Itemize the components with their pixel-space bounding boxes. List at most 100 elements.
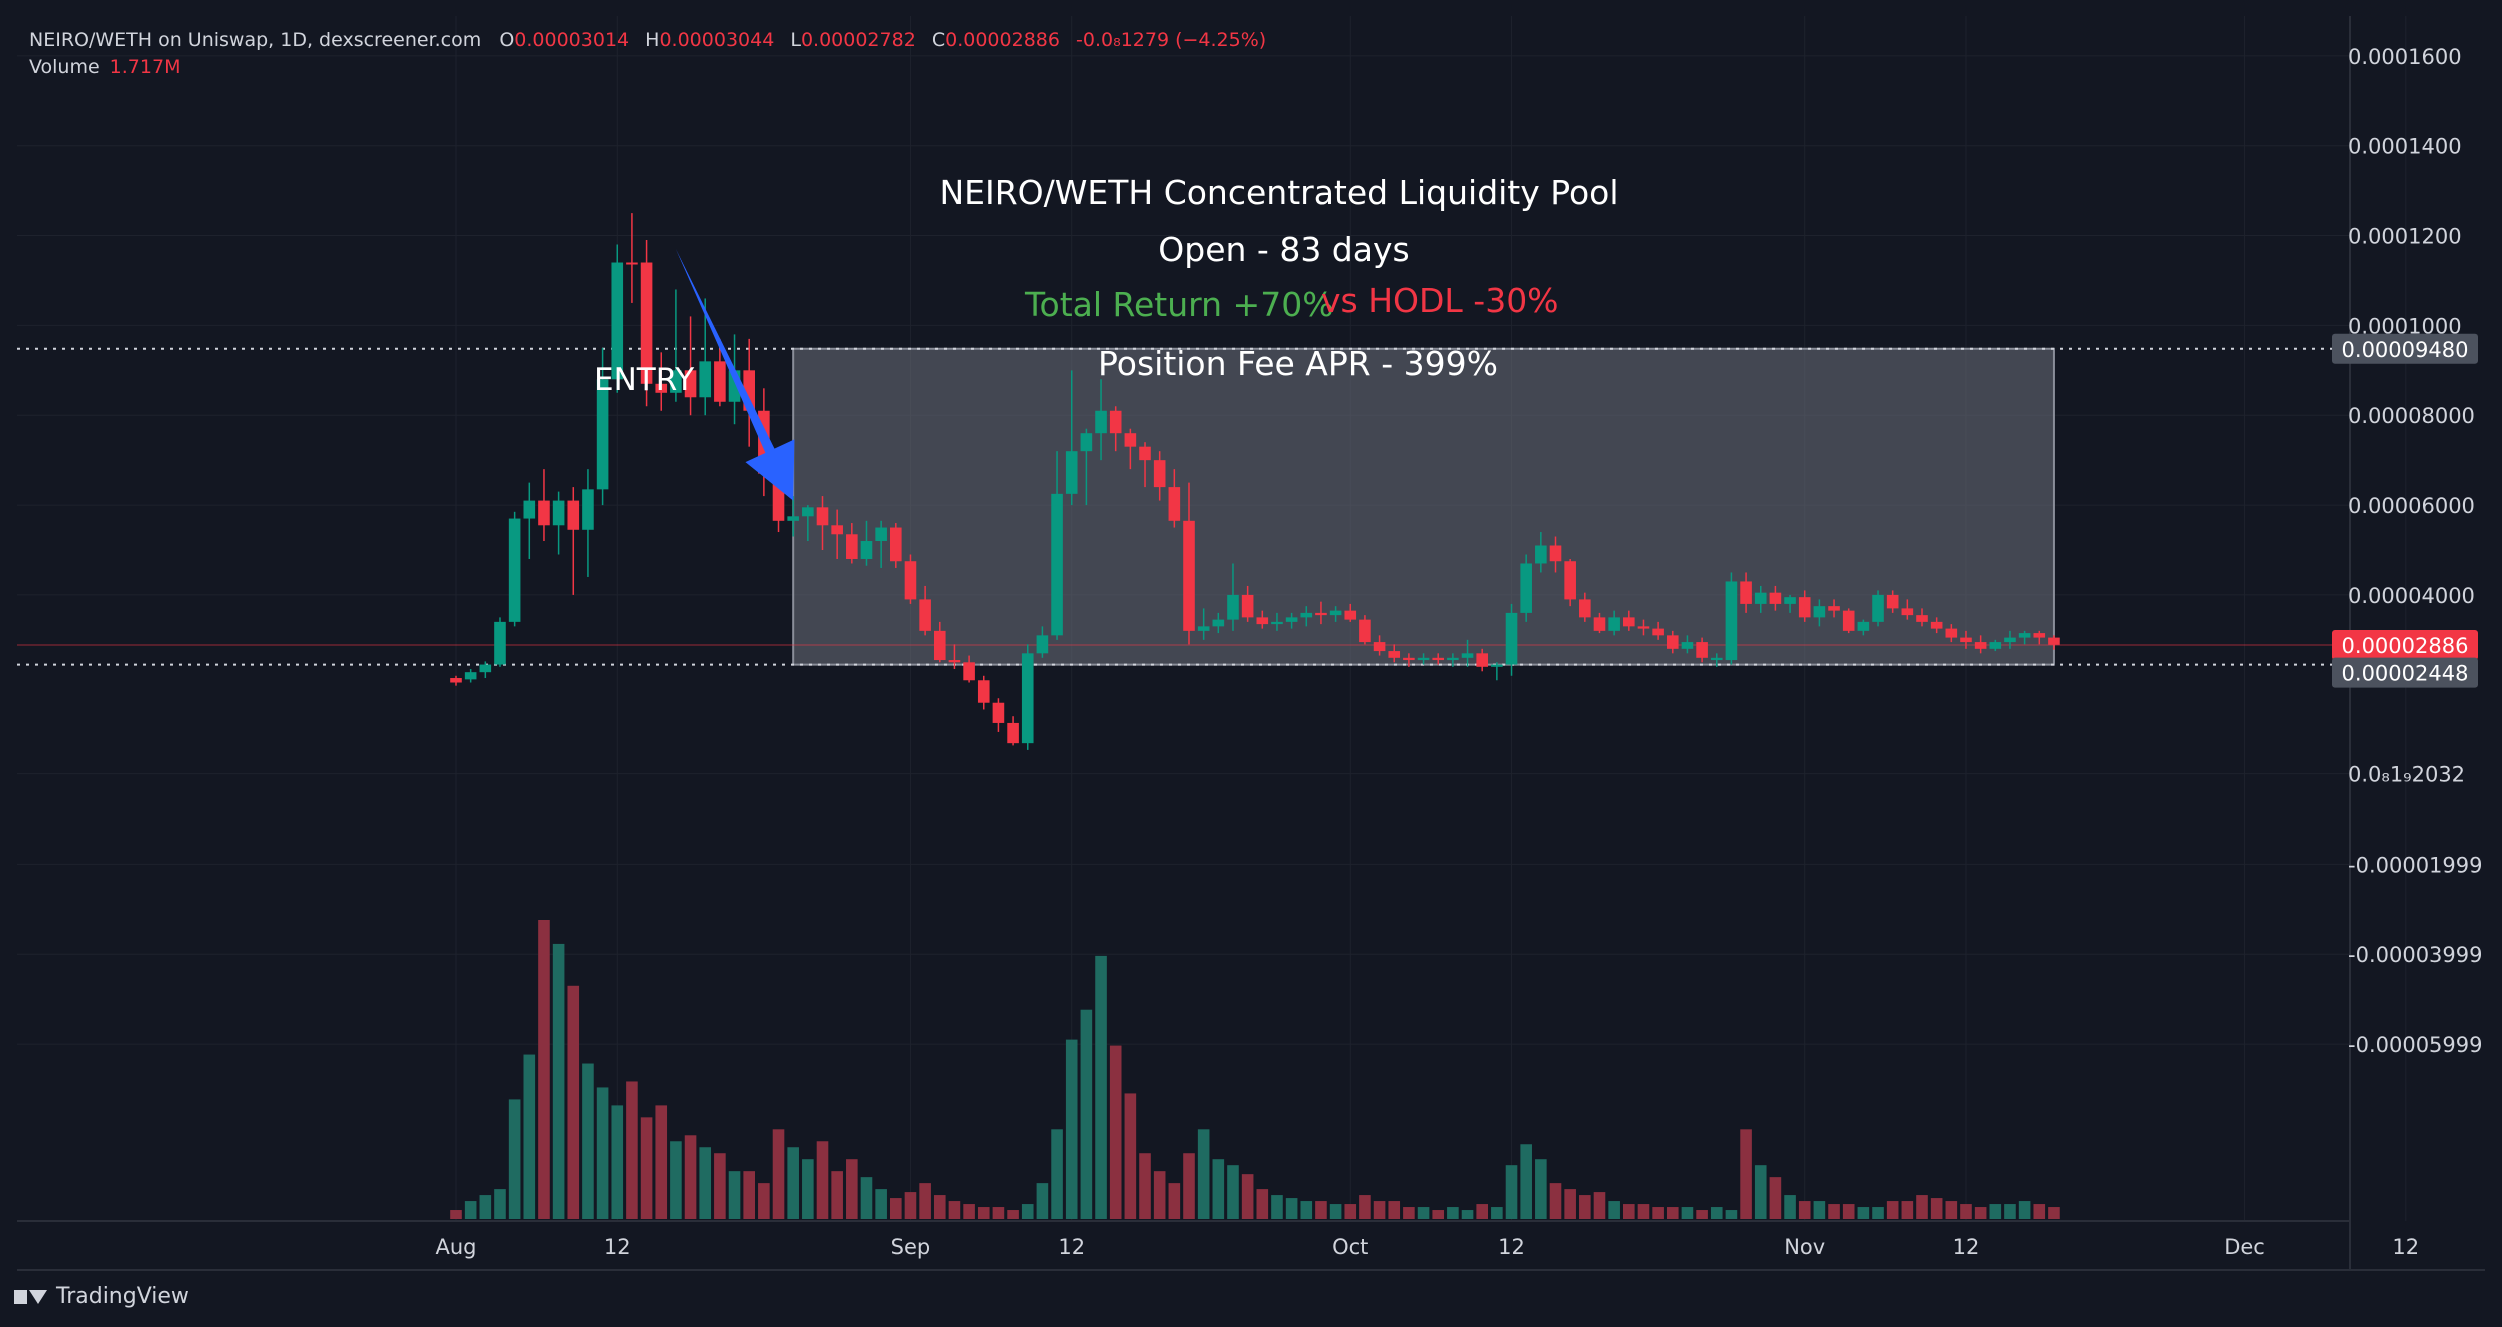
volume-bar (1740, 1129, 1752, 1219)
volume-bar (1065, 1039, 1078, 1219)
volume-bar (933, 1195, 946, 1219)
x-tick-label: 12 (2392, 1235, 2419, 1259)
candle-body (1036, 635, 1049, 654)
tradingview-logo[interactable]: TradingView (14, 1284, 189, 1309)
y-tick-label: 0.0001200 (2348, 225, 2462, 249)
candle-body (1139, 446, 1151, 461)
candle-body (1065, 451, 1078, 494)
volume-bar (640, 1117, 653, 1219)
volume-bar (552, 943, 565, 1219)
y-tick-label: -0.00003999 (2348, 943, 2483, 967)
volume-bar (611, 1105, 624, 1219)
annotation-title: NEIRO/WETH Concentrated Liquidity Pool (939, 173, 1619, 212)
volume-bar (1710, 1207, 1723, 1219)
volume-bar (992, 1207, 1005, 1219)
y-tick-label: 0.0001400 (2348, 135, 2462, 159)
volume-bar (479, 1195, 492, 1219)
volume-bar (1652, 1207, 1664, 1219)
volume-bar (714, 1153, 726, 1219)
volume-bar (699, 1147, 712, 1219)
volume-bar (684, 1135, 697, 1219)
candle-body (1549, 545, 1562, 562)
volume-bar (802, 1159, 814, 1219)
range-bottom-tag-bg (2332, 657, 2478, 688)
y-tick-label: 0.00008000 (2348, 404, 2475, 428)
candle-body (2048, 637, 2060, 645)
volume-bar (1417, 1207, 1430, 1219)
volume-bar (948, 1201, 961, 1219)
y-tick-label: 0.0001600 (2348, 45, 2462, 69)
candle-body (1842, 610, 1855, 631)
annotation-open-days: Open - 83 days (1158, 230, 1410, 269)
volume-bar (1608, 1201, 1620, 1219)
volume-bar (743, 1171, 755, 1219)
candle-body (1754, 592, 1767, 604)
candle-body (1168, 487, 1181, 521)
volume-bar (1461, 1210, 1474, 1219)
candle-body (1315, 612, 1327, 616)
range-bottom-tag-label: 0.00002448 (2342, 662, 2469, 686)
range-top-tag-label: 0.00009480 (2342, 338, 2469, 362)
candle-body (1344, 610, 1357, 620)
x-tick-label: Sep (891, 1235, 931, 1259)
volume-bar (875, 1189, 887, 1219)
volume-bar (1916, 1195, 1928, 1219)
candle-body (1857, 621, 1870, 631)
volume-bar (1696, 1210, 1708, 1219)
candle-body (933, 630, 946, 661)
candle-body (1051, 493, 1063, 636)
candle-body (508, 518, 521, 622)
volume-bar (1256, 1189, 1269, 1219)
volume-bar (1197, 1129, 1210, 1219)
y-tick-label: -0.00001999 (2348, 853, 2483, 877)
candle-body (670, 370, 682, 393)
volume-bar (1051, 1129, 1063, 1219)
volume-bar (1373, 1201, 1386, 1219)
x-tick-label: 12 (1498, 1235, 1525, 1259)
candle-body (1388, 651, 1401, 658)
volume-bar (1623, 1204, 1635, 1219)
volume-bar (1579, 1195, 1591, 1219)
volume-bar (1754, 1165, 1767, 1219)
candle-body (992, 702, 1005, 723)
open-label: O (499, 29, 515, 51)
candle-body (1725, 581, 1738, 661)
volume-bar (2004, 1204, 2016, 1219)
candle-body (743, 370, 755, 411)
candle-body (802, 507, 814, 517)
current-price-tag-label: 0.00002886 (2342, 634, 2469, 658)
volume-bar (1095, 955, 1107, 1219)
volume-bar (1388, 1201, 1401, 1219)
candle-body (567, 500, 580, 530)
volume-bar (1681, 1207, 1694, 1219)
volume-bar (1109, 1045, 1122, 1219)
volume-bar (1930, 1198, 1943, 1219)
volume-bar (1989, 1204, 2002, 1219)
candle-body (1740, 581, 1752, 604)
candle-body (787, 516, 799, 521)
volume-bar (2018, 1201, 2031, 1219)
candle-body (948, 660, 961, 663)
volume-bar (1491, 1207, 1503, 1219)
candle-body (846, 534, 858, 559)
volume-bar (626, 1081, 638, 1219)
volume-bar (2048, 1207, 2060, 1219)
candle-body (1637, 626, 1650, 629)
annotation-vs-hodl: vs HODL -30% (1321, 281, 1559, 320)
volume-bar (1725, 1210, 1738, 1219)
y-tick-label: -0.00005999 (2348, 1033, 2483, 1057)
candle-body (1183, 520, 1195, 631)
candle-body (1608, 617, 1620, 631)
candle-body (831, 525, 843, 535)
volume-bar (1813, 1201, 1826, 1219)
x-tick-label: Nov (1784, 1235, 1825, 1259)
candle-body (1535, 545, 1547, 564)
volume-bar (670, 1141, 682, 1219)
x-tick-label: Aug (435, 1235, 476, 1259)
entry-arrow (675, 249, 795, 501)
candle-body (875, 527, 887, 542)
volume-bar (1564, 1189, 1576, 1219)
volume-bar (1666, 1207, 1679, 1219)
volume-bar (1403, 1207, 1415, 1219)
